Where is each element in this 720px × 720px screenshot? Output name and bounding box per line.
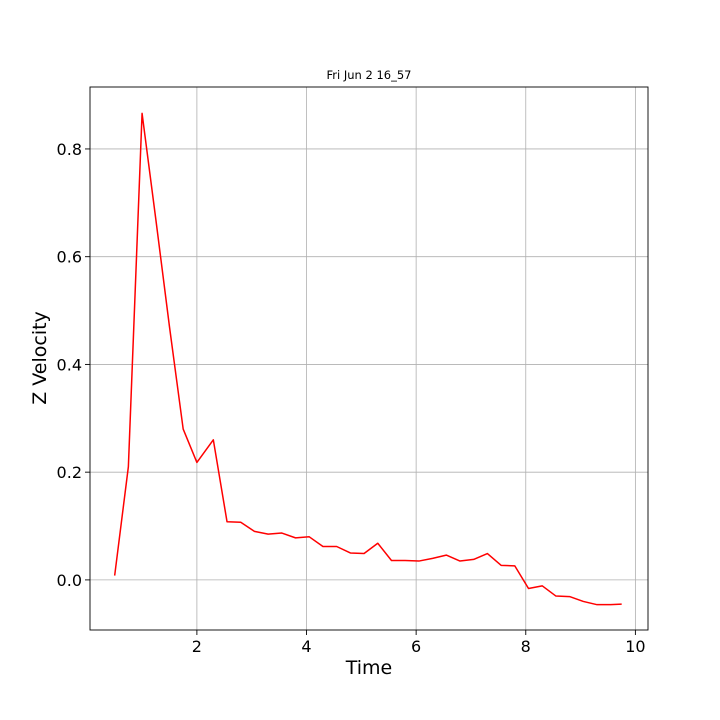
grid-lines: [90, 87, 648, 630]
series-layer: [113, 112, 622, 606]
x-tick-label: 8: [521, 637, 531, 656]
x-tick-label: 2: [192, 637, 202, 656]
y-tick-label: 0.8: [57, 140, 82, 159]
ticks: 2 4 6 8 10 0.0 0.2 0.4 0.6 0.8: [57, 140, 646, 656]
y-tick-label: 0.2: [57, 463, 82, 482]
y-tick-label: 0.6: [57, 248, 82, 267]
y-tick-label: 0.0: [57, 571, 82, 590]
y-tick-label: 0.4: [57, 355, 82, 374]
series-line: [113, 112, 622, 606]
chart-title: Fri Jun 2 16_57: [327, 68, 412, 82]
x-tick-label: 10: [625, 637, 645, 656]
x-axis-label: Time: [345, 657, 393, 679]
x-tick-label: 6: [411, 637, 421, 656]
x-tick-label: 4: [301, 637, 311, 656]
y-axis-label: Z Velocity: [29, 311, 51, 405]
plot-frame: [89, 86, 649, 631]
